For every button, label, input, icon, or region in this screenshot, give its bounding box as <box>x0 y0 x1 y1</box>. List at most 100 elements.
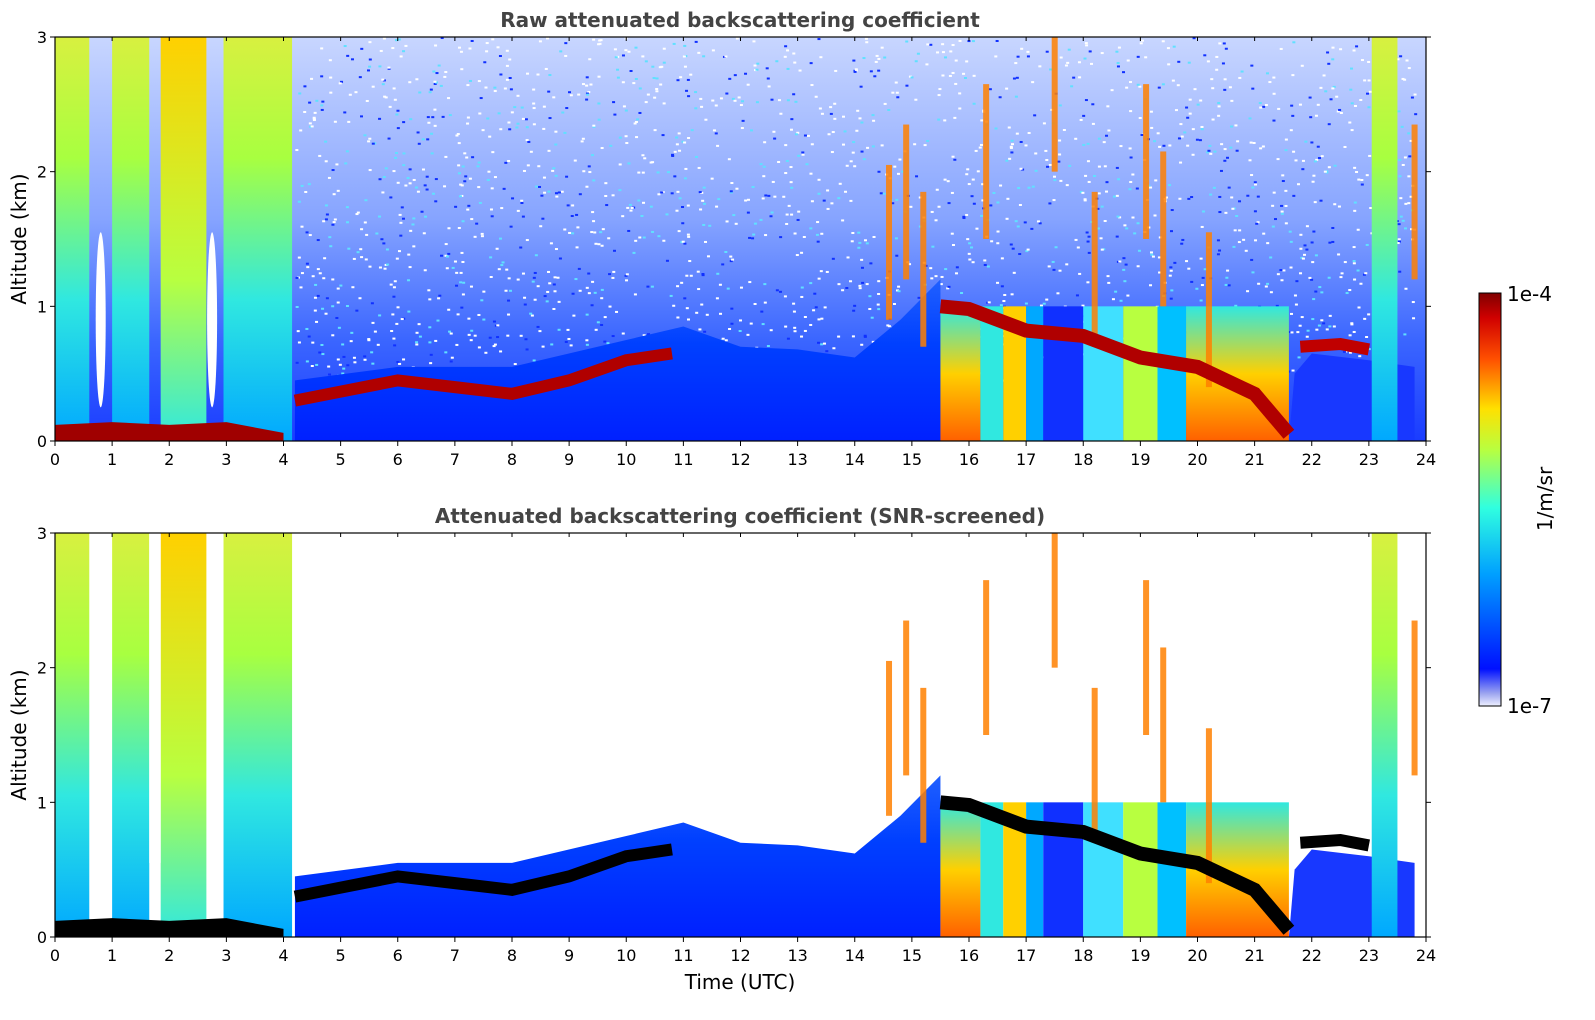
x-tick-label: 0 <box>50 450 60 469</box>
cloud-column <box>1123 306 1158 441</box>
boundary-layer-top <box>293 347 673 407</box>
precip-streak <box>903 620 910 776</box>
x-tick-label: 16 <box>959 450 979 469</box>
boundary-layer-top <box>293 843 673 903</box>
panel-1-ylabel: Altitude (km) <box>7 173 31 304</box>
rain-gap <box>207 232 218 408</box>
cloud-column <box>1003 802 1027 937</box>
rain-gap <box>95 728 106 904</box>
x-tick-label: 17 <box>1016 450 1036 469</box>
x-tick-label: 10 <box>616 450 636 469</box>
colorbar-label: 1/m/sr <box>1533 466 1557 531</box>
rain-column <box>160 533 207 937</box>
x-tick-label: 19 <box>1130 450 1150 469</box>
panel-2: 0 1 2 3 4 5 6 7 8 9 10 11 12 13 14 15 16 17 18 19 20 21 22 23 24… <box>37 524 1436 965</box>
screened-gap <box>149 533 161 863</box>
precip-streak <box>1091 687 1098 843</box>
rain-gap <box>207 728 218 904</box>
x-tick-label: 24 <box>1416 946 1436 965</box>
surface-layer <box>55 422 284 441</box>
x-axis-label: Time (UTC) <box>684 970 796 994</box>
colorbar <box>1478 292 1502 707</box>
cloud-column <box>980 306 1004 441</box>
x-tick-label: 1 <box>107 450 117 469</box>
x-tick-label: 8 <box>507 450 517 469</box>
y-tick-label: 3 <box>37 524 47 543</box>
panel-2-ylabel: Altitude (km) <box>7 669 31 800</box>
x-tick-label: 6 <box>393 450 403 469</box>
x-tick-label: 7 <box>450 450 460 469</box>
cloud-column <box>1123 802 1158 937</box>
panel-2-title: Attenuated backscattering coefficient (S… <box>435 504 1045 528</box>
x-tick-label: 3 <box>221 450 231 469</box>
x-tick-label: 18 <box>1073 450 1093 469</box>
y-tick-label: 1 <box>37 297 47 316</box>
x-tick-label: 20 <box>1187 450 1207 469</box>
rain-column <box>55 37 90 441</box>
cloud-column <box>1026 306 1044 441</box>
x-tick-label: 22 <box>1302 946 1322 965</box>
precip-streak <box>1051 37 1058 172</box>
x-tick-label: 15 <box>902 450 922 469</box>
plot-area-2 <box>55 533 1426 937</box>
cloud-column <box>1157 802 1187 937</box>
precip-streak <box>1411 124 1418 280</box>
x-tick-label: 24 <box>1416 450 1436 469</box>
x-tick-label: 11 <box>673 450 693 469</box>
plot-area-1 <box>55 37 1426 441</box>
x-tick-label: 13 <box>787 450 807 469</box>
y-tick-label: 3 <box>37 28 47 47</box>
x-tick-label: 3 <box>221 946 231 965</box>
x-tick-label: 7 <box>450 946 460 965</box>
x-tick-label: 21 <box>1244 946 1264 965</box>
x-tick-label: 4 <box>278 946 288 965</box>
precip-streak <box>1051 533 1058 668</box>
precip-streak <box>1160 647 1167 803</box>
rain-column <box>160 37 207 441</box>
rain-column <box>112 37 150 441</box>
elevated-layer <box>1299 834 1370 852</box>
rain-column <box>1371 533 1398 937</box>
x-tick-label: 14 <box>845 946 865 965</box>
cloud-column <box>940 306 981 441</box>
cloud-column <box>1083 306 1124 441</box>
x-tick-label: 20 <box>1187 946 1207 965</box>
precip-streak <box>1160 151 1167 307</box>
rain-column <box>223 533 293 937</box>
x-tick-label: 14 <box>845 450 865 469</box>
precip-streak <box>1143 580 1150 735</box>
x-tick-label: 17 <box>1016 946 1036 965</box>
y-tick-label: 0 <box>37 432 47 451</box>
panel-1-title: Raw attenuated backscattering coefficien… <box>500 8 980 32</box>
x-tick-label: 1 <box>107 946 117 965</box>
x-tick-label: 5 <box>336 946 346 965</box>
precip-streak <box>886 660 893 816</box>
x-tick-label: 16 <box>959 946 979 965</box>
x-tick-label: 8 <box>507 946 517 965</box>
rain-column <box>112 533 150 937</box>
panel-1: 0 1 2 3 4 5 6 7 8 9 10 11 12 13 14 15 16 17 18 19 20 21 22 23 24… <box>37 28 1436 469</box>
x-tick-label: 21 <box>1244 450 1264 469</box>
cloud-column <box>1026 802 1044 937</box>
x-tick-label: 18 <box>1073 946 1093 965</box>
cloud-column <box>980 802 1004 937</box>
x-tick-label: 6 <box>393 946 403 965</box>
x-tick-label: 22 <box>1302 450 1322 469</box>
x-tick-label: 10 <box>616 946 636 965</box>
x-tick-label: 23 <box>1359 450 1379 469</box>
x-tick-label: 5 <box>336 450 346 469</box>
x-tick-label: 9 <box>564 946 574 965</box>
colorbar-max-label: 1e-4 <box>1507 282 1552 306</box>
x-tick-label: 15 <box>902 946 922 965</box>
precip-streak <box>1205 232 1212 388</box>
precip-streak <box>920 191 927 347</box>
x-tick-label: 23 <box>1359 946 1379 965</box>
precip-streak <box>903 124 910 280</box>
precip-streak <box>983 84 990 239</box>
precip-streak <box>1205 728 1212 884</box>
y-tick-label: 0 <box>37 928 47 947</box>
rain-column <box>55 533 90 937</box>
x-tick-label: 9 <box>564 450 574 469</box>
cloud-base-layer <box>939 795 1295 935</box>
cloud-column <box>940 802 981 937</box>
